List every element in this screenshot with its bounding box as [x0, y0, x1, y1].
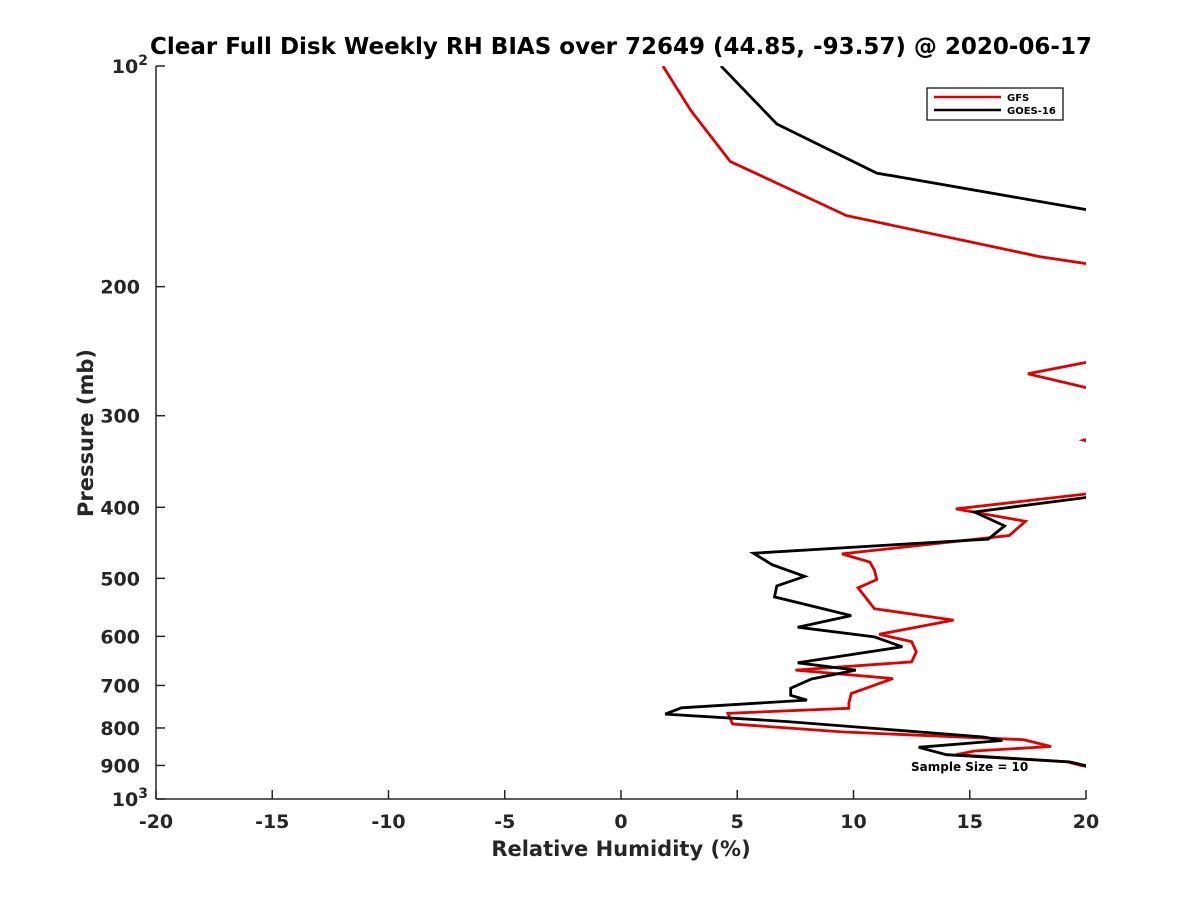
y-tick-label: 900 — [100, 755, 140, 777]
y-tick-label: 300 — [100, 406, 140, 428]
series-line-gfs-segment-4 — [725, 492, 1086, 768]
y-tick-label: 600 — [100, 626, 140, 648]
y-axis-label: Pressure (mb) — [74, 349, 98, 517]
chart-title: Clear Full Disk Weekly RH BIAS over 7264… — [150, 34, 1092, 60]
legend-box — [926, 87, 1064, 121]
x-tick-label: -15 — [255, 811, 289, 833]
x-tick-label: 0 — [614, 811, 627, 833]
x-tick-label: 20 — [1073, 811, 1099, 833]
y-tick-label: 102 — [112, 53, 148, 78]
x-tick-label: -20 — [139, 811, 173, 833]
legend-label-goes16: GOES-16 — [1007, 106, 1056, 117]
sample-size-annotation: Sample Size = 10 — [911, 760, 1028, 774]
y-tick-label: 400 — [100, 497, 140, 519]
legend: GFS GOES-16 — [926, 87, 1064, 121]
series-line-goes-16-segment-1 — [719, 66, 1086, 211]
y-tick-label: 200 — [100, 277, 140, 299]
y-tick-label: 500 — [100, 568, 140, 590]
y-tick-label: 800 — [100, 718, 140, 740]
x-tick-label: -10 — [371, 811, 405, 833]
y-tick-label: 103 — [112, 786, 148, 811]
series-line-goes-16-segment-2 — [664, 496, 1086, 768]
y-ticks: 102 200 300 400 500 600 700 800 900 103 — [100, 53, 165, 811]
x-axis-label: Relative Humidity (%) — [491, 837, 750, 861]
x-ticks: -20 -15 -10 -5 0 5 10 15 20 — [139, 790, 1099, 833]
legend-label-gfs: GFS — [1007, 93, 1029, 104]
series-line-gfs-segment-3 — [1078, 438, 1086, 443]
series-line-gfs-segment-2 — [1027, 361, 1086, 389]
y-tick-label: 700 — [100, 675, 140, 697]
x-tick-label: -5 — [494, 811, 515, 833]
series-line-gfs-segment-1 — [661, 66, 1086, 265]
series-layer — [661, 66, 1086, 768]
x-tick-label: 5 — [731, 811, 744, 833]
x-tick-label: 10 — [840, 811, 866, 833]
x-tick-label: 15 — [957, 811, 983, 833]
